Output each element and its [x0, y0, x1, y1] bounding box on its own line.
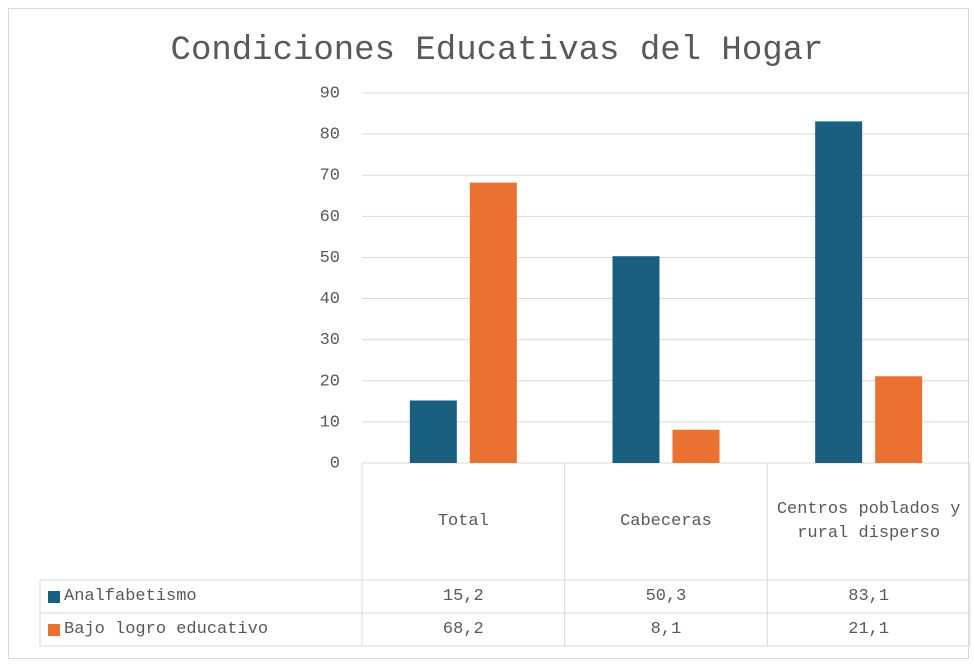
y-tick-label: 60	[320, 208, 340, 227]
bar	[815, 121, 863, 463]
bar	[672, 429, 720, 463]
chart-title: Condiciones Educativas del Hogar	[171, 32, 824, 70]
y-tick-label: 0	[330, 454, 340, 473]
y-tick-label: 10	[320, 413, 340, 432]
table-value: 83,1	[848, 586, 890, 606]
legend-label: Analfabetismo	[64, 586, 197, 606]
y-tick-label: 80	[320, 126, 340, 145]
table-value: 68,2	[442, 619, 484, 639]
table-value: 50,3	[645, 586, 687, 606]
bar	[875, 376, 923, 463]
y-tick-label: 70	[320, 167, 340, 186]
y-tick-label: 90	[320, 84, 340, 103]
row-header: Bajo logro educativo	[40, 613, 362, 646]
table-value: 21,1	[848, 619, 890, 639]
table-value: 15,2	[442, 586, 484, 606]
y-tick-label: 40	[320, 290, 340, 309]
y-tick-label: 50	[320, 249, 340, 268]
bar	[612, 256, 660, 463]
y-tick-label: 20	[320, 372, 340, 391]
legend-label: Bajo logro educativo	[64, 619, 269, 639]
bar	[469, 182, 517, 463]
x-tick-label: Total	[437, 511, 489, 531]
legend-key	[48, 623, 60, 636]
chart-border	[8, 8, 969, 659]
legend-key	[48, 590, 60, 603]
y-tick-label: 30	[320, 331, 340, 350]
x-tick-label: Centros poblados y rural disperso	[776, 499, 961, 543]
row-header: Analfabetismo	[40, 580, 362, 613]
x-tick-label: Cabeceras	[620, 511, 712, 531]
bar	[409, 400, 457, 463]
table-value: 8,1	[650, 619, 682, 639]
